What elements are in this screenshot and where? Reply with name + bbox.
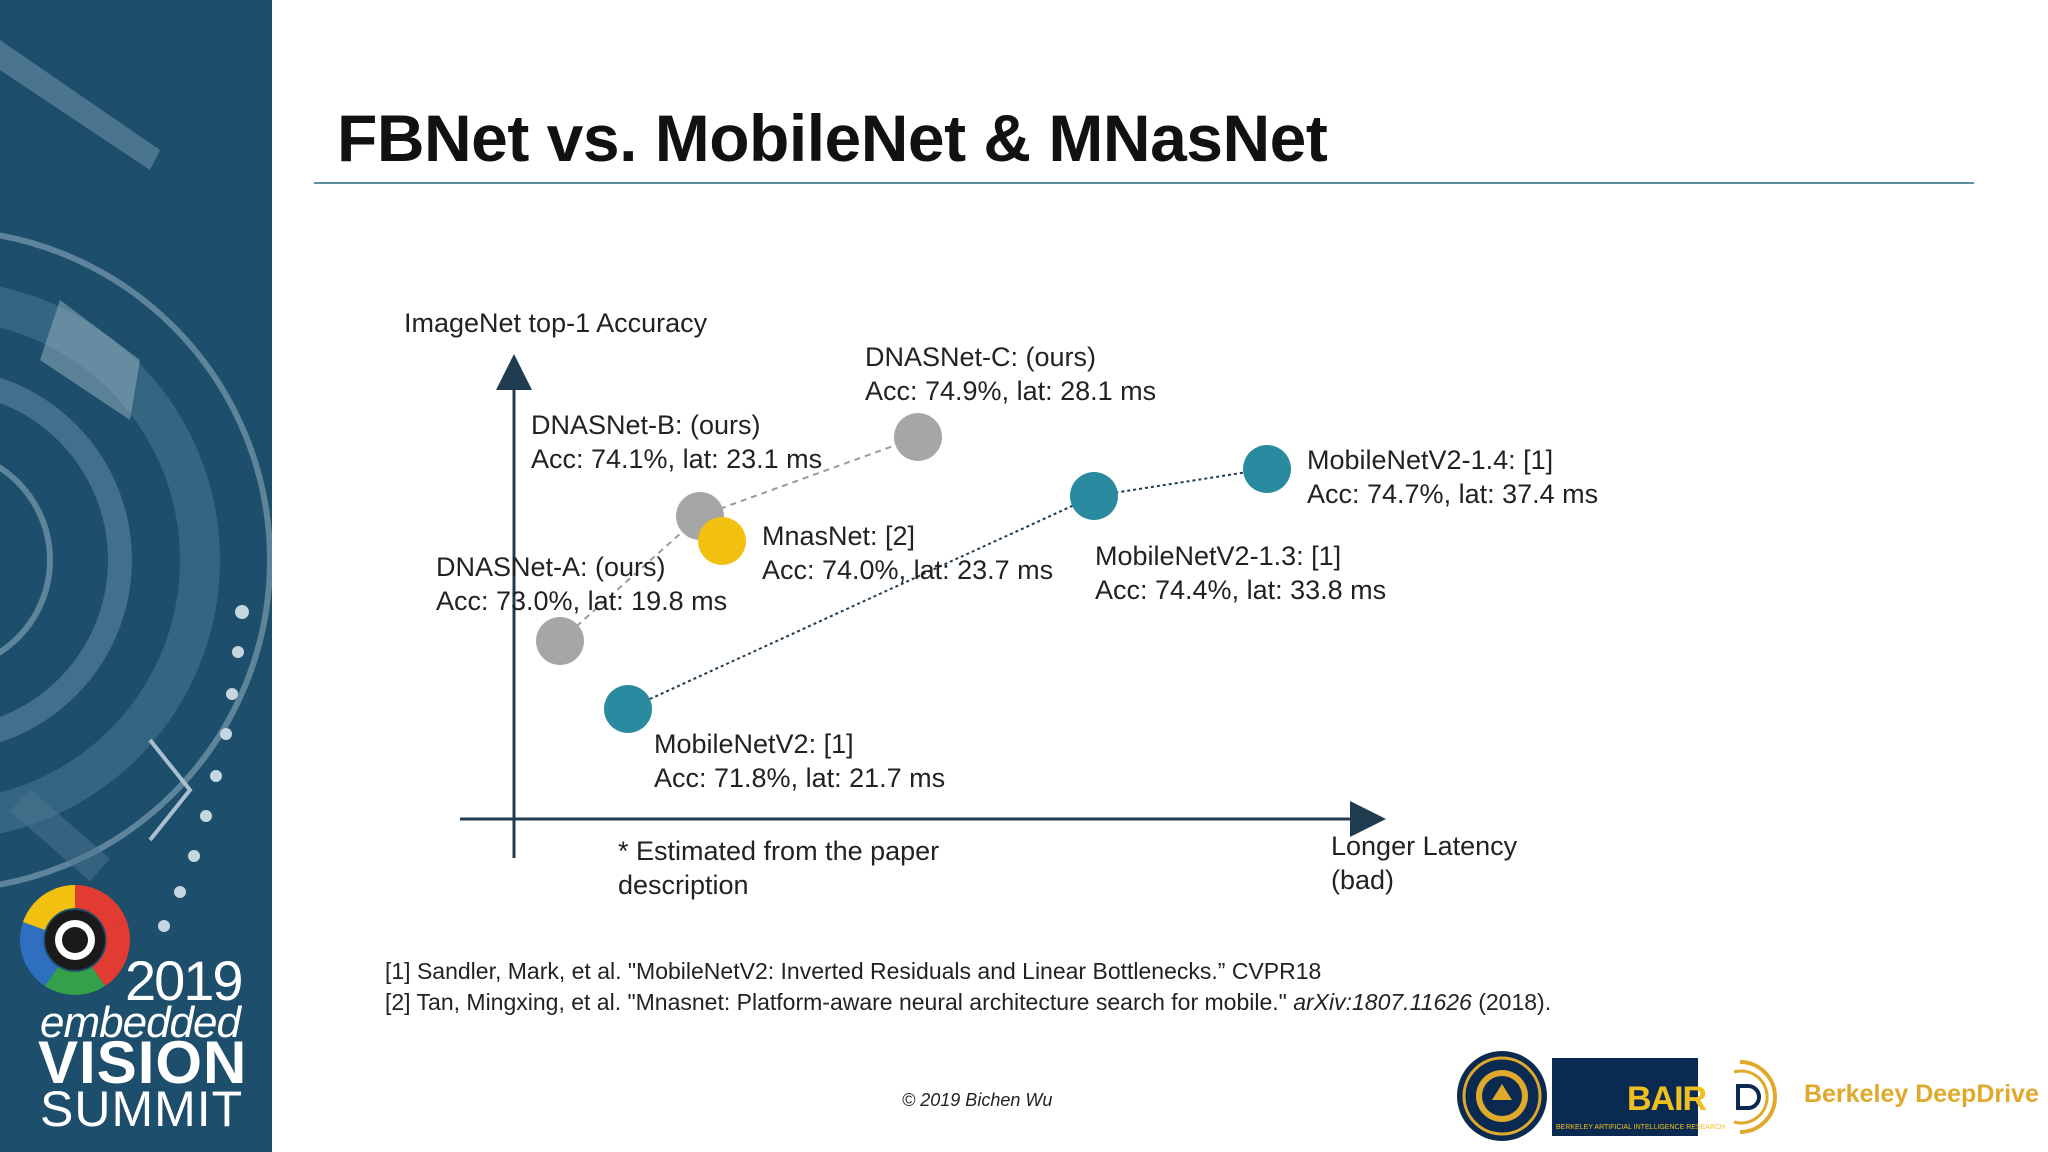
point-label-value-dnas_c: Acc: 74.9%, lat: 28.1 ms <box>865 376 1156 406</box>
footnote-line1: * Estimated from the paper <box>618 836 939 866</box>
reference-1: [1] Sandler, Mark, et al. "MobileNetV2: … <box>385 958 1322 984</box>
berkeley-deepdrive-text: Berkeley DeepDrive <box>1804 1080 2039 1108</box>
point-label-value-mnas: Acc: 74.0%, lat: 23.7 ms <box>762 555 1053 585</box>
point-dnas_c <box>894 413 942 461</box>
y-axis-label: ImageNet top-1 Accuracy <box>404 308 708 338</box>
point-label-value-mbv2_13: Acc: 74.4%, lat: 33.8 ms <box>1095 575 1386 605</box>
point-label-name-mnas: MnasNet: [2] <box>762 521 915 551</box>
summit-line-embedded: embedded <box>40 998 241 1047</box>
point-label-name-dnas_a: DNASNet-A: (ours) <box>436 552 666 582</box>
uc-seal-icon <box>1457 1051 1547 1141</box>
point-label-name-mbv2_14: MobileNetV2-1.4: [1] <box>1307 445 1553 475</box>
point-label-name-mbv2: MobileNetV2: [1] <box>654 729 854 759</box>
point-dnas_a <box>536 617 584 665</box>
summit-line-summit: SUMMIT <box>40 1081 244 1137</box>
slide-title: FBNet vs. MobileNet & MNasNet <box>337 101 1328 175</box>
x-axis-label-line1: Longer Latency <box>1331 831 1518 861</box>
point-mbv2_14 <box>1243 445 1291 493</box>
bair-logo-text: BAIR <box>1627 1080 1707 1118</box>
point-mbv2_13 <box>1070 472 1118 520</box>
berkeley-deepdrive-icon <box>1733 1060 1777 1134</box>
point-mbv2 <box>604 685 652 733</box>
copyright: © 2019 Bichen Wu <box>902 1090 1053 1110</box>
point-label-value-mbv2_14: Acc: 74.7%, lat: 37.4 ms <box>1307 479 1598 509</box>
point-label-value-dnas_b: Acc: 74.1%, lat: 23.1 ms <box>531 444 822 474</box>
summit-line-vision: VISION <box>38 1029 248 1096</box>
footnote-line2: description <box>618 870 749 900</box>
x-axis-label-line2: (bad) <box>1331 865 1394 895</box>
reference-2: [2] Tan, Mingxing, et al. "Mnasnet: Plat… <box>385 989 1552 1015</box>
point-label-value-mbv2: Acc: 71.8%, lat: 21.7 ms <box>654 763 945 793</box>
summit-year: 2019 <box>125 949 244 1012</box>
bair-logo <box>1552 1058 1698 1136</box>
summit-logo-icon <box>20 885 130 995</box>
references: [1] Sandler, Mark, et al. "MobileNetV2: … <box>385 956 1551 1018</box>
bair-logo-subtitle: BERKELEY ARTIFICIAL INTELLIGENCE RESEARC… <box>1556 1124 1726 1131</box>
point-label-value-dnas_a: Acc: 73.0%, lat: 19.8 ms <box>436 586 727 616</box>
point-mnas <box>698 517 746 565</box>
title-divider <box>314 182 1974 184</box>
point-label-name-dnas_c: DNASNet-C: (ours) <box>865 342 1096 372</box>
point-label-name-dnas_b: DNASNet-B: (ours) <box>531 410 761 440</box>
point-label-name-mbv2_13: MobileNetV2-1.3: [1] <box>1095 541 1341 571</box>
